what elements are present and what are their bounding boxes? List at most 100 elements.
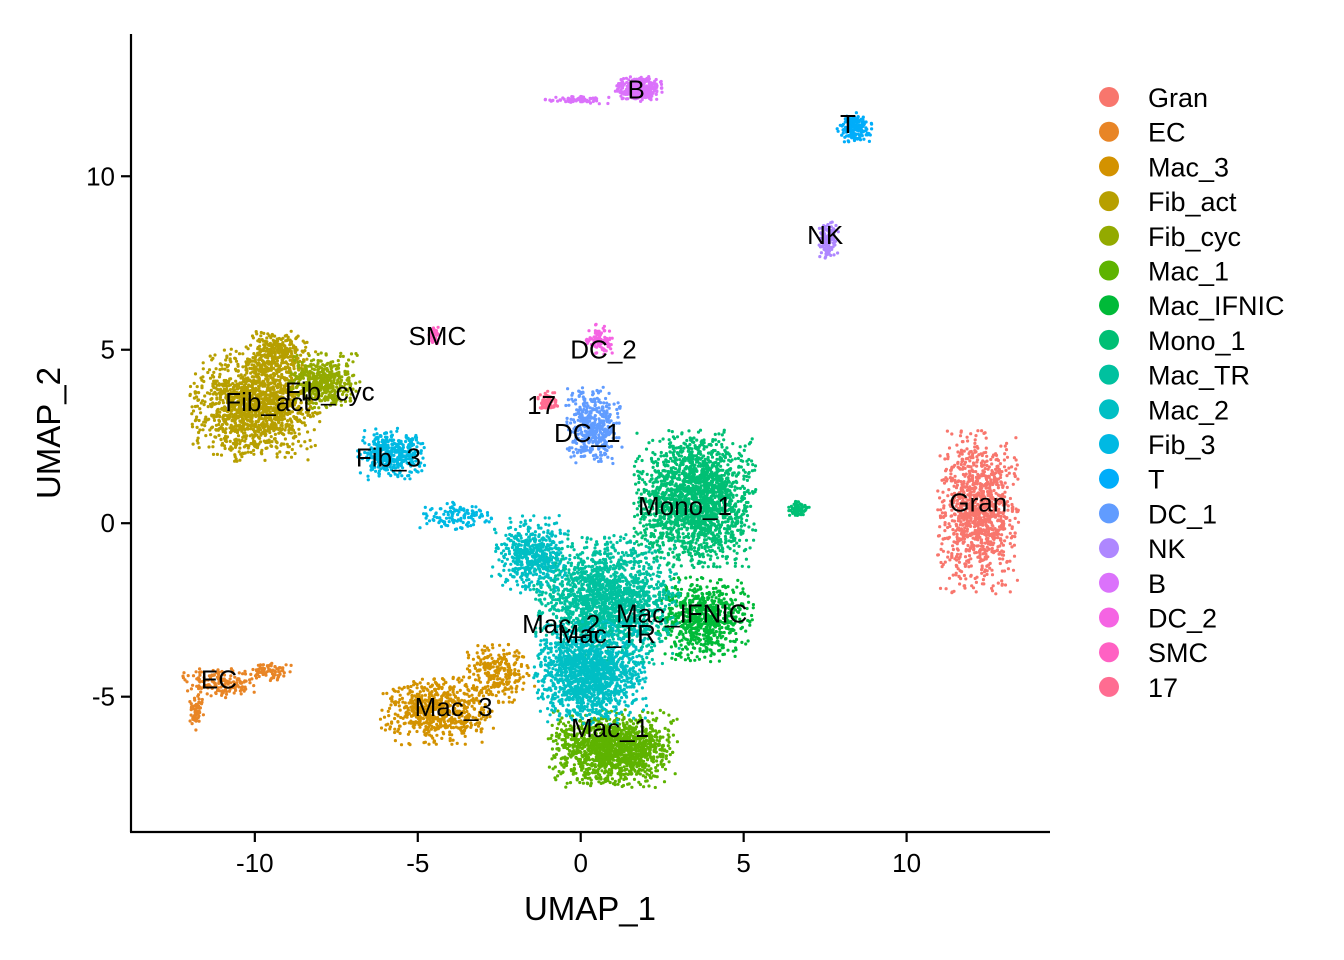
data-point xyxy=(388,706,392,711)
data-point xyxy=(407,742,411,746)
data-point xyxy=(1004,468,1008,472)
data-point xyxy=(520,655,525,659)
data-point xyxy=(979,452,983,456)
data-point xyxy=(317,406,321,410)
data-point xyxy=(191,409,196,413)
data-point xyxy=(276,374,280,378)
data-point xyxy=(1011,568,1016,572)
data-point xyxy=(197,391,201,395)
data-point xyxy=(272,361,276,365)
data-point xyxy=(424,725,428,729)
data-point xyxy=(1016,477,1020,481)
data-point xyxy=(229,347,233,351)
data-point xyxy=(956,450,960,454)
data-point xyxy=(483,644,487,648)
data-point xyxy=(955,443,959,447)
data-point xyxy=(435,683,439,688)
data-point xyxy=(282,674,286,678)
data-point xyxy=(241,672,245,676)
data-point xyxy=(291,428,296,432)
data-point xyxy=(301,339,305,343)
data-point xyxy=(218,415,222,419)
data-point xyxy=(290,425,294,430)
data-point xyxy=(451,675,455,680)
data-point xyxy=(472,664,477,668)
data-point xyxy=(215,396,219,400)
data-point xyxy=(208,392,212,396)
data-point xyxy=(973,551,977,555)
data-point xyxy=(275,452,279,456)
data-point xyxy=(408,701,412,705)
data-point xyxy=(527,673,531,678)
data-point xyxy=(252,690,256,694)
data-point xyxy=(387,714,391,718)
data-point xyxy=(245,369,249,373)
data-point xyxy=(260,354,264,358)
data-point xyxy=(985,454,989,458)
data-point xyxy=(996,545,1000,549)
data-point xyxy=(217,419,222,423)
data-point xyxy=(209,405,214,409)
data-point xyxy=(299,353,303,357)
data-point xyxy=(936,508,940,512)
data-point xyxy=(229,448,233,452)
data-point xyxy=(415,729,419,734)
data-point xyxy=(236,434,241,438)
data-point xyxy=(1008,496,1013,501)
data-point xyxy=(305,357,309,361)
data-point xyxy=(255,671,260,676)
data-point xyxy=(249,450,253,454)
data-point xyxy=(237,352,242,356)
data-point xyxy=(388,727,392,731)
data-point xyxy=(498,677,502,681)
data-point xyxy=(271,334,275,338)
data-point xyxy=(1000,541,1004,545)
data-point xyxy=(486,670,490,675)
data-point xyxy=(955,547,960,551)
data-point xyxy=(974,590,978,594)
data-point xyxy=(662,711,666,715)
data-point xyxy=(946,525,950,530)
data-point xyxy=(498,662,503,666)
data-point xyxy=(1007,471,1011,475)
data-point xyxy=(226,369,230,373)
data-point xyxy=(303,440,307,444)
data-point xyxy=(956,527,960,531)
data-point xyxy=(241,451,246,456)
data-point xyxy=(300,368,304,372)
data-point xyxy=(314,350,318,354)
data-point xyxy=(984,529,988,533)
data-point xyxy=(950,466,954,470)
data-point xyxy=(253,433,257,437)
data-point xyxy=(412,683,416,687)
data-point xyxy=(217,382,221,386)
data-point xyxy=(999,511,1003,515)
data-point xyxy=(983,568,988,572)
data-point xyxy=(944,513,948,518)
data-point xyxy=(268,343,272,348)
data-point xyxy=(976,472,980,476)
data-point xyxy=(959,520,963,524)
data-point xyxy=(316,352,320,356)
data-point xyxy=(379,726,384,730)
data-point xyxy=(443,724,447,729)
data-point xyxy=(196,441,200,445)
data-point xyxy=(196,704,201,708)
data-point xyxy=(427,725,431,729)
data-point xyxy=(282,442,286,446)
data-point xyxy=(282,356,286,360)
data-point xyxy=(280,432,284,436)
data-point xyxy=(286,347,290,352)
data-point xyxy=(467,664,471,668)
data-point xyxy=(312,428,316,432)
data-point xyxy=(243,439,247,443)
data-point xyxy=(393,739,397,743)
data-point xyxy=(502,652,506,656)
data-point xyxy=(197,446,201,450)
data-point xyxy=(1012,543,1017,547)
data-point xyxy=(311,414,315,418)
data-point xyxy=(988,519,992,523)
data-point xyxy=(199,411,203,415)
data-point xyxy=(1003,490,1007,494)
data-point xyxy=(254,379,258,383)
